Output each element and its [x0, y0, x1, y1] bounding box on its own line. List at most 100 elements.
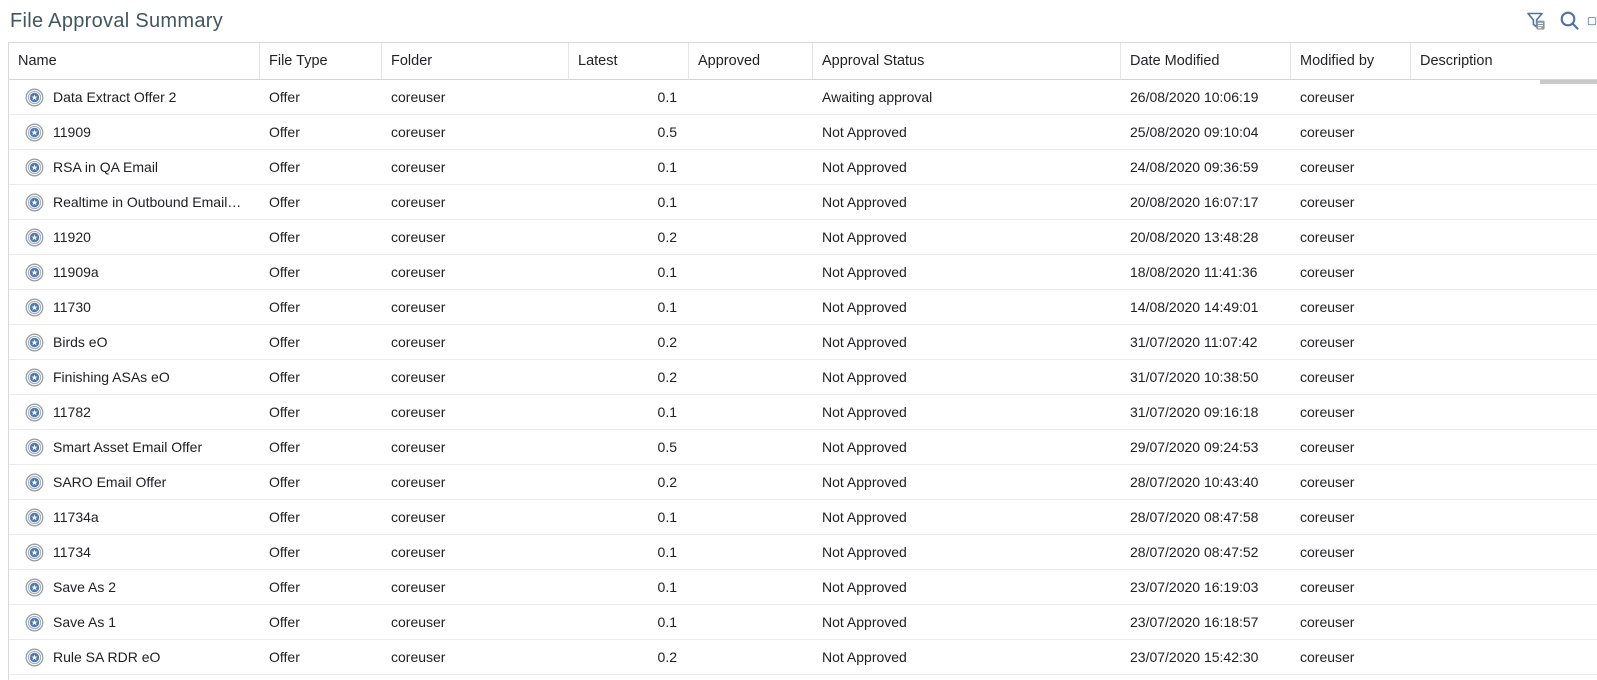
- table-row[interactable]: 11730 Offer coreuser 0.1 Not Approved 14/08/2…: [9, 290, 1597, 325]
- cell-latest: 0.2: [657, 229, 677, 245]
- table-row[interactable]: Data Extract Offer 2 Offer coreuser 0.1 Awai…: [9, 80, 1597, 115]
- cell-latest: 0.1: [657, 509, 677, 525]
- cell-approved: [689, 500, 813, 534]
- column-header-folder[interactable]: Folder: [382, 43, 569, 79]
- table-row[interactable]: 11782 Offer coreuser 0.1 Not Approved 31/07/2…: [9, 395, 1597, 430]
- cell-modified_by: coreuser: [1300, 649, 1355, 665]
- cell-folder: coreuser: [391, 159, 446, 175]
- table-row[interactable]: Realtime in Outbound Email… Offer coreuser…: [9, 185, 1597, 220]
- table-header-row: Name File Type Folder Latest Approved Approva…: [9, 43, 1597, 80]
- cell-modified_by: coreuser: [1300, 334, 1355, 350]
- file-star-icon: [25, 123, 44, 142]
- column-header-approved[interactable]: Approved: [689, 43, 813, 79]
- cell-name: 11734a: [9, 500, 260, 534]
- cell-folder: coreuser: [391, 579, 446, 595]
- cell-description: [1411, 220, 1597, 254]
- cell-date_modified: 20/08/2020 13:48:28: [1130, 229, 1259, 245]
- cell-date_modified: 28/07/2020 08:47:52: [1130, 544, 1259, 560]
- cell-date_modified: 25/08/2020 09:10:04: [1130, 124, 1259, 140]
- column-header-description[interactable]: Description: [1420, 53, 1493, 69]
- cell-latest: 0.1: [657, 579, 677, 595]
- cell-folder: coreuser: [391, 229, 446, 245]
- cell-approval_status: Not Approved: [822, 194, 907, 210]
- file-name-label: SARO Email Offer: [53, 474, 167, 490]
- cell-file_type: Offer: [269, 474, 300, 490]
- file-name-label: Finishing ASAs eO: [53, 369, 170, 385]
- cell-folder: coreuser: [391, 194, 446, 210]
- cell-approval_status: Awaiting approval: [822, 89, 933, 105]
- table-row[interactable]: SARO Email Offer Offer coreuser 0.2 Not Appr…: [9, 465, 1597, 500]
- table-row[interactable]: Smart Asset Email Offer Offer coreuser 0.5 N…: [9, 430, 1597, 465]
- cell-approval_status: Not Approved: [822, 404, 907, 420]
- file-name-label: 11909a: [53, 264, 99, 280]
- table-row[interactable]: Save As 1 Offer coreuser 0.1 Not Approved 23/…: [9, 605, 1597, 640]
- file-name-label: RSA in QA Email: [53, 159, 159, 175]
- table-row[interactable]: 11909 Offer coreuser 0.5 Not Approved 25/08/2…: [9, 115, 1597, 150]
- cell-folder: coreuser: [391, 404, 446, 420]
- cell-approved: [689, 465, 813, 499]
- toolbar-icons: [1519, 0, 1597, 42]
- cell-folder: coreuser: [391, 89, 446, 105]
- column-header-file-type[interactable]: File Type: [260, 43, 382, 79]
- cell-folder: coreuser: [391, 299, 446, 315]
- table-row[interactable]: 11734 Offer coreuser 0.1 Not Approved 28/07/2…: [9, 535, 1597, 570]
- cell-name: Birds eO: [9, 325, 260, 359]
- cell-name: Data Extract Offer 2: [9, 80, 260, 114]
- cell-approved: [689, 395, 813, 429]
- file-name-label: 11782: [53, 404, 91, 420]
- cell-latest: 0.1: [657, 404, 677, 420]
- cell-file_type: Offer: [269, 649, 300, 665]
- table-row[interactable]: Finishing ASAs eO Offer coreuser 0.2 Not App…: [9, 360, 1597, 395]
- table-row[interactable]: 11920 Offer coreuser 0.2 Not Approved 20/08/2…: [9, 220, 1597, 255]
- table-row[interactable]: 11909a Offer coreuser 0.1 Not Approved 18/08/…: [9, 255, 1597, 290]
- cell-date_modified: 20/08/2020 16:07:17: [1130, 194, 1259, 210]
- cell-approval_status: Not Approved: [822, 579, 907, 595]
- cell-date_modified: 23/07/2020 15:42:30: [1130, 649, 1259, 665]
- cell-modified_by: coreuser: [1300, 159, 1355, 175]
- cell-folder: coreuser: [391, 369, 446, 385]
- filter-icon[interactable]: [1519, 4, 1553, 38]
- cell-file_type: Offer: [269, 509, 300, 525]
- table-row[interactable]: Birds eO Offer coreuser 0.2 Not Approved 31/0…: [9, 325, 1597, 360]
- cell-latest: 0.2: [657, 369, 677, 385]
- file-name-label: 11909: [53, 124, 91, 140]
- cell-folder: coreuser: [391, 544, 446, 560]
- search-icon[interactable]: [1553, 4, 1587, 38]
- cell-folder: coreuser: [391, 614, 446, 630]
- cell-name: Save As 1: [9, 605, 260, 639]
- horizontal-scrollbar[interactable]: [1540, 80, 1597, 84]
- cell-latest: 0.2: [657, 474, 677, 490]
- cell-file_type: Offer: [269, 334, 300, 350]
- column-header-date-modified[interactable]: Date Modified: [1121, 43, 1291, 79]
- cell-file_type: Offer: [269, 124, 300, 140]
- cell-folder: coreuser: [391, 264, 446, 280]
- table-row[interactable]: Rule SA RDR eO Offer coreuser 0.2 Not Approv…: [9, 640, 1597, 675]
- cell-date_modified: 18/08/2020 11:41:36: [1130, 264, 1258, 280]
- cell-date_modified: 23/07/2020 16:18:57: [1130, 614, 1259, 630]
- table-row[interactable]: RSA in QA Email Offer coreuser 0.1 Not Appro…: [9, 150, 1597, 185]
- cell-approval_status: Not Approved: [822, 649, 907, 665]
- column-header-name[interactable]: Name: [9, 43, 260, 79]
- table-row[interactable]: Save As 2 Offer coreuser 0.1 Not Approved 23/…: [9, 570, 1597, 605]
- cell-description: [1411, 80, 1597, 114]
- cell-modified_by: coreuser: [1300, 474, 1355, 490]
- table-row[interactable]: 11734a Offer coreuser 0.1 Not Approved 28/07/…: [9, 500, 1597, 535]
- cell-approved: [689, 570, 813, 604]
- cell-description: [1411, 255, 1597, 289]
- cell-file_type: Offer: [269, 159, 300, 175]
- cell-name: 11920: [9, 220, 260, 254]
- cell-approved: [689, 220, 813, 254]
- cell-approval_status: Not Approved: [822, 614, 907, 630]
- cell-modified_by: coreuser: [1300, 124, 1355, 140]
- column-header-modified-by[interactable]: Modified by: [1291, 43, 1411, 79]
- cell-name: 11730: [9, 290, 260, 324]
- cell-name: Realtime in Outbound Email…: [9, 185, 260, 219]
- clipboard-icon-partial[interactable]: [1587, 4, 1597, 38]
- page-title: File Approval Summary: [10, 9, 224, 32]
- cell-modified_by: coreuser: [1300, 614, 1355, 630]
- cell-date_modified: 14/08/2020 14:49:01: [1130, 299, 1259, 315]
- column-header-approval-status[interactable]: Approval Status: [813, 43, 1121, 79]
- file-name-label: 11920: [53, 229, 91, 245]
- column-header-latest[interactable]: Latest: [569, 43, 689, 79]
- cell-approved: [689, 325, 813, 359]
